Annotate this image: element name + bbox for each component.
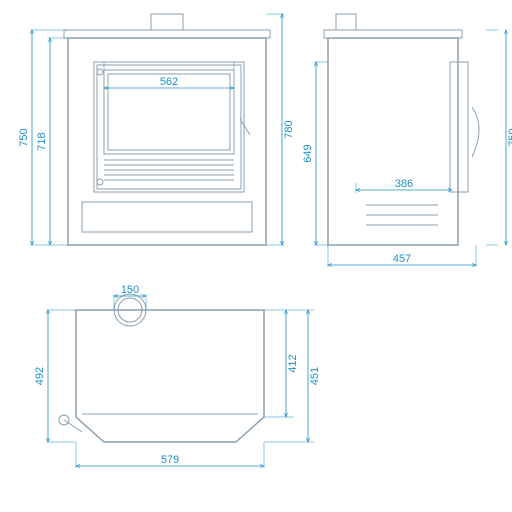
- dim-top-579-label: 579: [161, 454, 179, 466]
- technical-drawing: 562 750 718 780 649 750 386 457 150 579 492 412 451: [0, 0, 512, 512]
- side-top-plate: [324, 30, 462, 38]
- : [82, 202, 252, 232]
- front-top-plate: [64, 30, 270, 38]
- side-door: [450, 62, 468, 192]
- dim-top-412-label: 412: [287, 354, 299, 372]
- dim-side-750-label: 750: [507, 128, 512, 146]
- dim-front-750-label: 750: [18, 128, 30, 146]
- dim-top-150-label: 150: [121, 284, 139, 296]
- dim-front-562-label: 562: [160, 76, 178, 88]
- dim-front-718-label: 718: [36, 132, 48, 150]
- side-body: [328, 38, 458, 245]
- dim-top-492-label: 492: [34, 367, 46, 385]
- dim-top-451-label: 451: [309, 367, 321, 385]
- dim-front-780-label: 780: [283, 120, 295, 138]
- dim-side-457-label: 457: [393, 253, 411, 265]
- dim-side-649-label: 649: [302, 144, 314, 162]
- dim-side-386-label: 386: [395, 178, 413, 190]
- front-body: [68, 38, 266, 245]
